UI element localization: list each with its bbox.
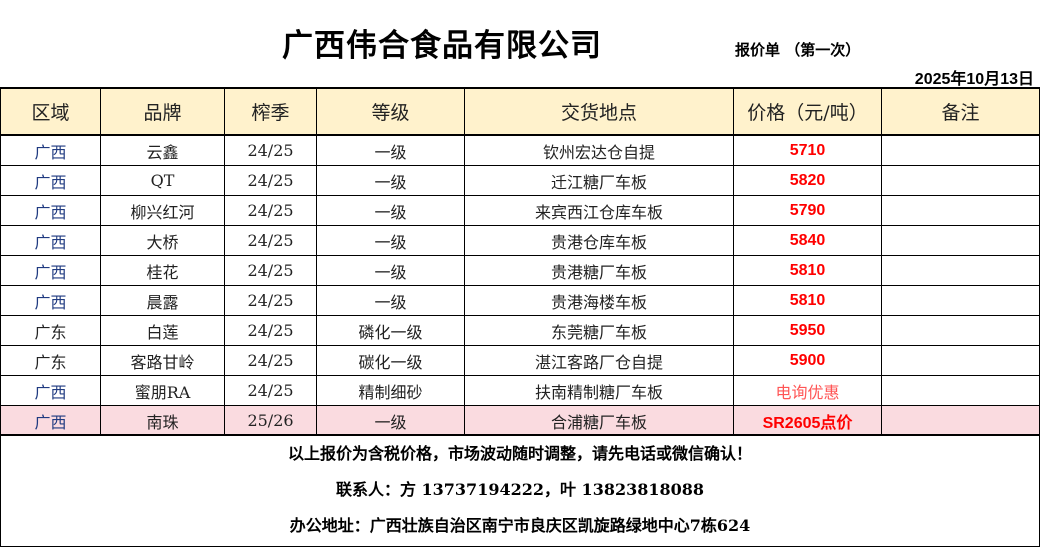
cell-brand: 云鑫 [100,134,225,166]
cell-brand: 晨露 [100,285,225,316]
cell-season: 24/25 [224,285,317,316]
cell-season: 24/25 [224,225,317,256]
cell-location: 钦州宏达仓自提 [464,134,734,166]
table-row: 广东 白莲 24/25 磷化一级 东莞糖厂车板 5950 [0,315,1040,346]
price-notice: 以上报价为含税价格，市场波动随时调整，请先电话或微信确认！ [287,444,752,463]
cell-grade: 一级 [316,195,465,226]
table-row: 广东 客路甘岭 24/25 碳化一级 湛江客路厂仓自提 5900 [0,345,1040,376]
cell-note [881,315,1040,346]
footer: 以上报价为含税价格，市场波动随时调整，请先电话或微信确认！ 联系人：方 1373… [0,434,1040,547]
cell-grade: 一级 [316,405,465,436]
cell-season: 24/25 [224,345,317,376]
cell-price: SR2605点价 [733,405,882,436]
price-table: 区域 品牌 榨季 等级 交货地点 价格（元/吨） 备注 广西 云鑫 24/25 一级 钦州宏达仓自提… [0,87,1040,436]
cell-note [881,345,1040,376]
column-header: 价格（元/吨） [733,87,882,136]
cell-region: 广西 [0,225,101,256]
cell-region: 广西 [0,134,101,166]
table-row: 广西 柳兴红河 24/25 一级 来宾西江仓库车板 5790 [0,195,1040,226]
table-row: 广西 蜜朋RA 24/25 精制细砂 扶南精制糖厂车板 电询优惠 [0,375,1040,406]
cell-location: 来宾西江仓库车板 [464,195,734,226]
table-row: 广西 QT 24/25 一级 迁江糖厂车板 5820 [0,165,1040,196]
cell-location: 东莞糖厂车板 [464,315,734,346]
cell-note [881,195,1040,226]
cell-season: 24/25 [224,165,317,196]
cell-grade: 一级 [316,225,465,256]
cell-location: 湛江客路厂仓自提 [464,345,734,376]
cell-price: 5710 [733,134,882,166]
column-header: 品牌 [100,87,225,136]
cell-region: 广西 [0,285,101,316]
office-address: 办公地址：广西壮族自治区南宁市良庆区凯旋路绿地中心7栋624 [289,516,751,535]
table-row: 广西 南珠 25/26 一级 合浦糖厂车板 SR2605点价 [0,405,1040,436]
cell-location: 迁江糖厂车板 [464,165,734,196]
cell-price: 电询优惠 [733,375,882,406]
cell-location: 贵港仓库车板 [464,225,734,256]
contact-info: 联系人：方 13737194222，叶 13823818088 [335,480,705,499]
cell-note [881,165,1040,196]
cell-location: 扶南精制糖厂车板 [464,375,734,406]
cell-season: 24/25 [224,134,317,166]
cell-region: 广东 [0,315,101,346]
column-header: 备注 [881,87,1040,136]
cell-brand: 客路甘岭 [100,345,225,376]
cell-grade: 一级 [316,285,465,316]
column-header: 榨季 [224,87,317,136]
cell-grade: 一级 [316,255,465,286]
column-header: 区域 [0,87,101,136]
cell-brand: QT [100,165,225,196]
table-row: 广西 晨露 24/25 一级 贵港海楼车板 5810 [0,285,1040,316]
cell-brand: 蜜朋RA [100,375,225,406]
cell-note [881,375,1040,406]
cell-grade: 精制细砂 [316,375,465,406]
cell-grade: 一级 [316,134,465,166]
cell-price: 5820 [733,165,882,196]
cell-brand: 白莲 [100,315,225,346]
cell-region: 广西 [0,375,101,406]
cell-price: 5900 [733,345,882,376]
cell-location: 合浦糖厂车板 [464,405,734,436]
cell-price: 5950 [733,315,882,346]
cell-note [881,255,1040,286]
cell-grade: 一级 [316,165,465,196]
table-row: 广西 桂花 24/25 一级 贵港糖厂车板 5810 [0,255,1040,286]
quote-date: 2025年10月13日 [914,71,1034,88]
cell-location: 贵港海楼车板 [464,285,734,316]
cell-season: 25/26 [224,405,317,436]
cell-price: 5810 [733,255,882,286]
cell-brand: 柳兴红河 [100,195,225,226]
cell-brand: 大桥 [100,225,225,256]
cell-season: 24/25 [224,195,317,226]
cell-price: 5790 [733,195,882,226]
quote-subtitle: 报价单 （第一次） [735,41,861,59]
cell-note [881,225,1040,256]
cell-season: 24/25 [224,255,317,286]
cell-note [881,134,1040,166]
cell-location: 贵港糖厂车板 [464,255,734,286]
company-title: 广西伟合食品有限公司 [282,28,602,64]
cell-region: 广西 [0,405,101,436]
cell-region: 广西 [0,195,101,226]
cell-region: 广东 [0,345,101,376]
column-header: 等级 [316,87,465,136]
cell-grade: 碳化一级 [316,345,465,376]
cell-brand: 南珠 [100,405,225,436]
cell-season: 24/25 [224,375,317,406]
column-header: 交货地点 [464,87,734,136]
cell-grade: 磷化一级 [316,315,465,346]
table-row: 广西 大桥 24/25 一级 贵港仓库车板 5840 [0,225,1040,256]
cell-season: 24/25 [224,315,317,346]
cell-note [881,285,1040,316]
cell-note [881,405,1040,436]
cell-brand: 桂花 [100,255,225,286]
cell-region: 广西 [0,165,101,196]
cell-price: 5840 [733,225,882,256]
table-header: 区域 品牌 榨季 等级 交货地点 价格（元/吨） 备注 [0,87,1040,136]
cell-price: 5810 [733,285,882,316]
table-row: 广西 云鑫 24/25 一级 钦州宏达仓自提 5710 [0,134,1040,166]
cell-region: 广西 [0,255,101,286]
